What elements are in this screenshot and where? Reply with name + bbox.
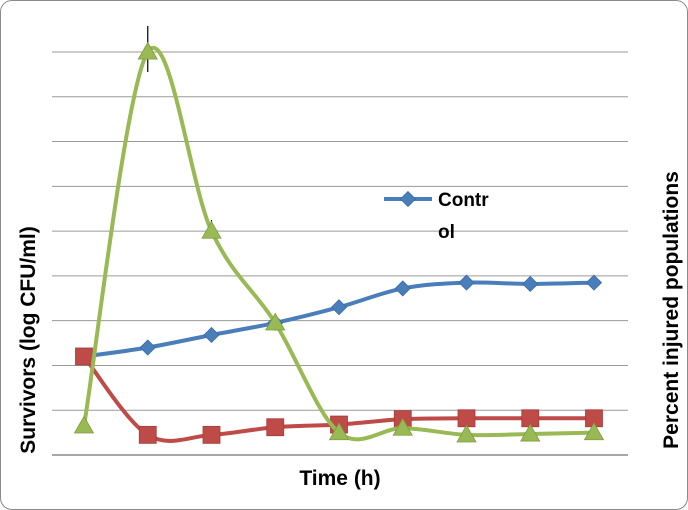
data-point — [266, 418, 285, 437]
data-point — [138, 425, 157, 444]
data-point — [457, 409, 476, 428]
data-point — [392, 417, 413, 436]
data-point — [265, 312, 286, 331]
legend-marker — [399, 190, 417, 208]
y2-axis-label: Percent injured populations — [660, 171, 683, 449]
data-point — [75, 347, 93, 366]
y-axis-label: Survivors (log CFU/ml) — [17, 226, 40, 454]
data-point — [520, 423, 541, 442]
data-point — [458, 274, 475, 291]
gridlines — [52, 26, 628, 456]
legend-label: ol — [438, 222, 455, 243]
series-1 — [75, 274, 603, 365]
legend-label: Contr — [438, 190, 489, 211]
x-axis-label: Time (h) — [299, 467, 380, 490]
data-point — [139, 339, 156, 356]
series-3 — [73, 41, 605, 443]
data-point — [137, 41, 158, 60]
data-point — [203, 326, 220, 344]
data-point — [394, 280, 411, 297]
series-line — [82, 46, 596, 442]
data-point — [330, 299, 348, 316]
data-point — [583, 422, 605, 441]
data-point — [585, 274, 603, 291]
series-layer — [73, 41, 605, 444]
series-line — [82, 280, 596, 359]
data-point — [522, 275, 539, 293]
data-point — [73, 415, 95, 434]
legend: Contr ol — [384, 190, 489, 243]
data-point — [202, 425, 221, 444]
data-point — [456, 424, 477, 443]
data-point — [201, 220, 222, 239]
data-point — [328, 422, 350, 441]
